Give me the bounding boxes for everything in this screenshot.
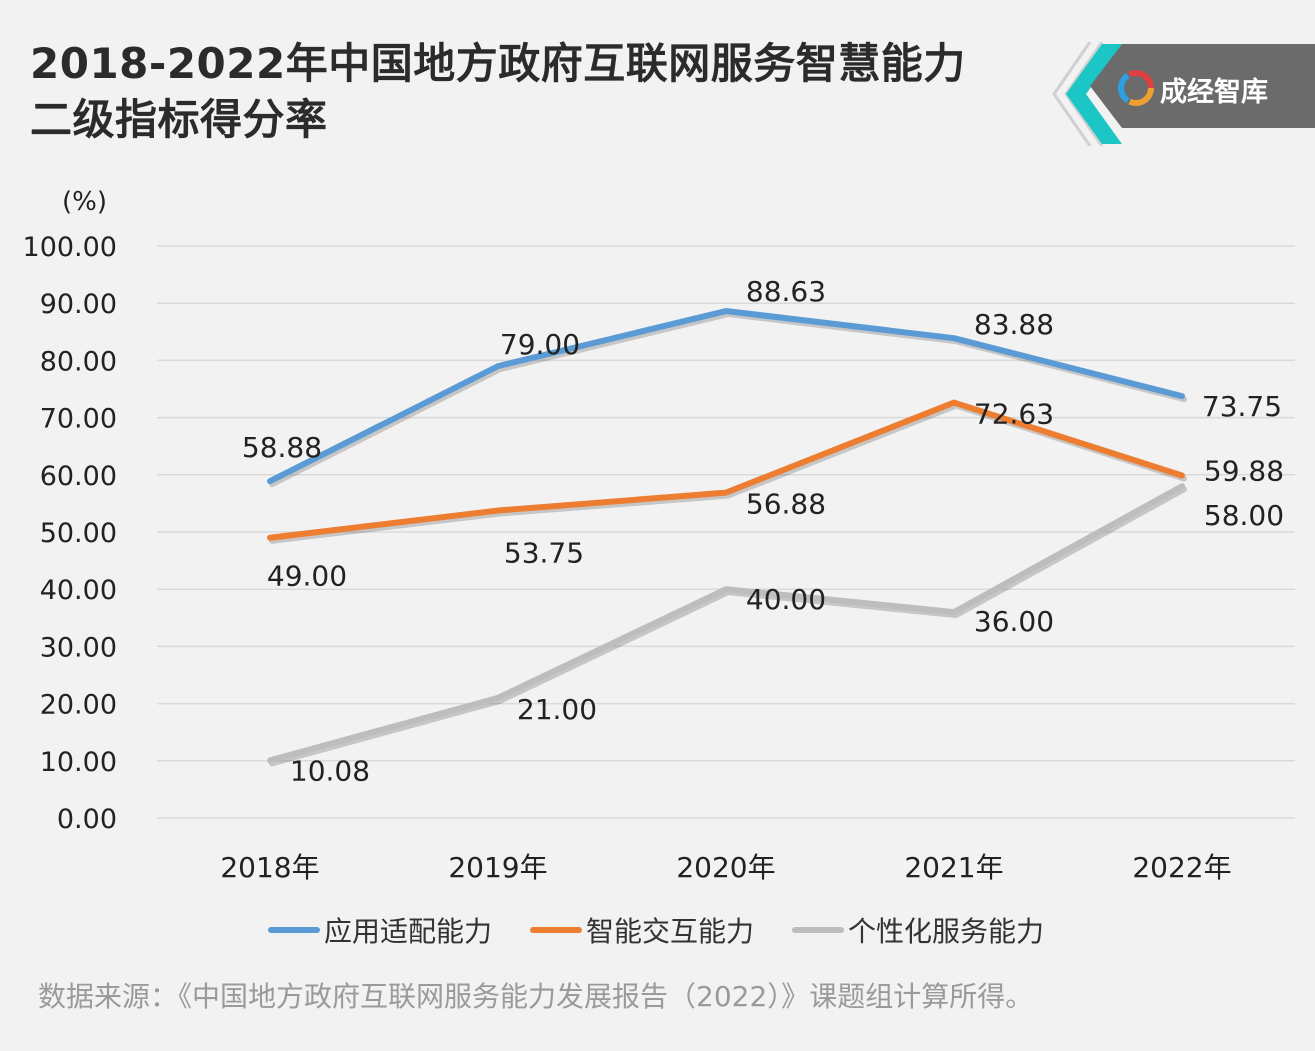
data-label: 72.63: [974, 398, 1054, 431]
data-label: 83.88: [974, 308, 1054, 341]
data-label: 79.00: [500, 328, 580, 361]
legend-swatch: [268, 927, 320, 933]
brand-label: 成经智库: [1160, 77, 1268, 108]
data-label: 40.00: [746, 583, 826, 616]
x-tick-label: 2021年: [904, 851, 1003, 884]
y-tick-label: 40.00: [40, 575, 117, 606]
legend-item: 应用适配能力: [268, 910, 492, 950]
legend-item: 智能交互能力: [530, 910, 754, 950]
data-label: 88.63: [746, 275, 826, 308]
y-tick-label: 100.00: [23, 232, 117, 263]
data-label: 53.75: [504, 537, 584, 570]
data-label: 58.88: [242, 431, 322, 464]
y-tick-label: 0.00: [57, 804, 117, 835]
data-label: 58.00: [1204, 499, 1284, 532]
y-tick-label: 50.00: [40, 518, 117, 549]
series-line: [267, 483, 1185, 764]
legend-swatch: [792, 927, 845, 933]
data-label: 59.88: [1204, 454, 1284, 487]
source-note: 数据来源：《中国地方政府互联网服务能力发展报告（2022）》课题组计算所得。: [38, 980, 1034, 1013]
chart-title-line-2: 二级指标得分率: [30, 95, 328, 144]
swirl-logo-icon: [1118, 70, 1154, 106]
y-tick-label: 90.00: [40, 289, 117, 320]
y-tick-label: 10.00: [40, 747, 117, 778]
data-label: 49.00: [267, 560, 347, 593]
brand-badge: 成经智库: [1050, 42, 1315, 146]
legend-label: 应用适配能力: [324, 915, 493, 948]
data-label: 10.08: [290, 754, 370, 787]
chart-title: 2018-2022年中国地方政府互联网服务智慧能力 二级指标得分率: [30, 36, 966, 148]
series-lines: [267, 308, 1187, 767]
chart-title-line-1: 2018-2022年中国地方政府互联网服务智慧能力: [30, 39, 966, 88]
data-labels: 58.88 79.00 88.63 83.88 73.75 49.00 53.75 56.88…: [242, 275, 1284, 787]
legend-label: 个性化服务能力: [848, 915, 1045, 948]
brand-badge-shape: [1052, 42, 1315, 146]
data-label: 36.00: [974, 605, 1054, 638]
chart-legend: 应用适配能力 智能交互能力 个性化服务能力: [268, 906, 1082, 954]
data-label: 56.88: [746, 488, 826, 521]
y-tick-label: 30.00: [40, 632, 117, 663]
y-tick-label: 20.00: [40, 690, 117, 721]
series-line: [267, 308, 1185, 485]
line-chart: (%) 0.00 10.00 20.00 30.00 40.00 50.00 60.00 70.…: [23, 187, 1295, 884]
axes: (%) 0.00 10.00 20.00 30.00 40.00 50.00 60.00 70.…: [23, 187, 1232, 884]
y-axis-unit: (%): [62, 187, 107, 217]
x-tick-label: 2020年: [676, 851, 775, 884]
data-label: 73.75: [1202, 390, 1282, 423]
series-line: [267, 399, 1185, 541]
legend-swatch: [530, 927, 583, 933]
y-tick-label: 60.00: [40, 461, 117, 492]
legend-label: 智能交互能力: [586, 915, 755, 948]
x-tick-label: 2019年: [448, 851, 547, 884]
x-tick-label: 2022年: [1132, 851, 1231, 884]
grid-lines: [157, 245, 1295, 819]
legend-item: 个性化服务能力: [792, 910, 1044, 950]
x-tick-label: 2018年: [220, 851, 319, 884]
y-tick-label: 70.00: [40, 404, 117, 435]
data-label: 21.00: [517, 693, 597, 726]
y-tick-label: 80.00: [40, 346, 117, 377]
